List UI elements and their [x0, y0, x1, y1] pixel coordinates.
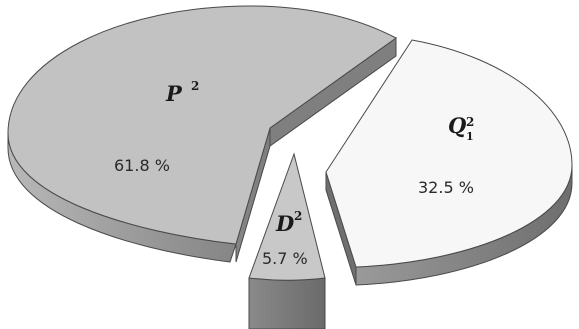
slice-q1-label: Q — [448, 113, 466, 138]
slice-p-label: P — [165, 81, 183, 106]
slice-d-label: D — [275, 211, 295, 236]
slice-p: P 2 61.8 % — [7, 5, 397, 263]
slice-q1-label-sup: 2 — [466, 115, 474, 129]
slice-d-side — [248, 277, 326, 329]
slice-q1: Q 2 1 32.5 % — [325, 39, 573, 286]
slice-d-value: 5.7 % — [262, 249, 308, 268]
slice-p-value: 61.8 % — [114, 156, 170, 175]
slice-q1-label-sub: 1 — [466, 130, 474, 143]
slice-d-label-sup: 2 — [294, 209, 302, 223]
slice-d-top — [248, 152, 326, 281]
slice-q1-top — [325, 39, 573, 268]
slice-p-label-sup: 2 — [191, 79, 199, 93]
slice-d: D 2 5.7 % — [248, 152, 326, 329]
slice-q1-value: 32.5 % — [418, 178, 474, 197]
slice-p-top — [7, 5, 397, 245]
